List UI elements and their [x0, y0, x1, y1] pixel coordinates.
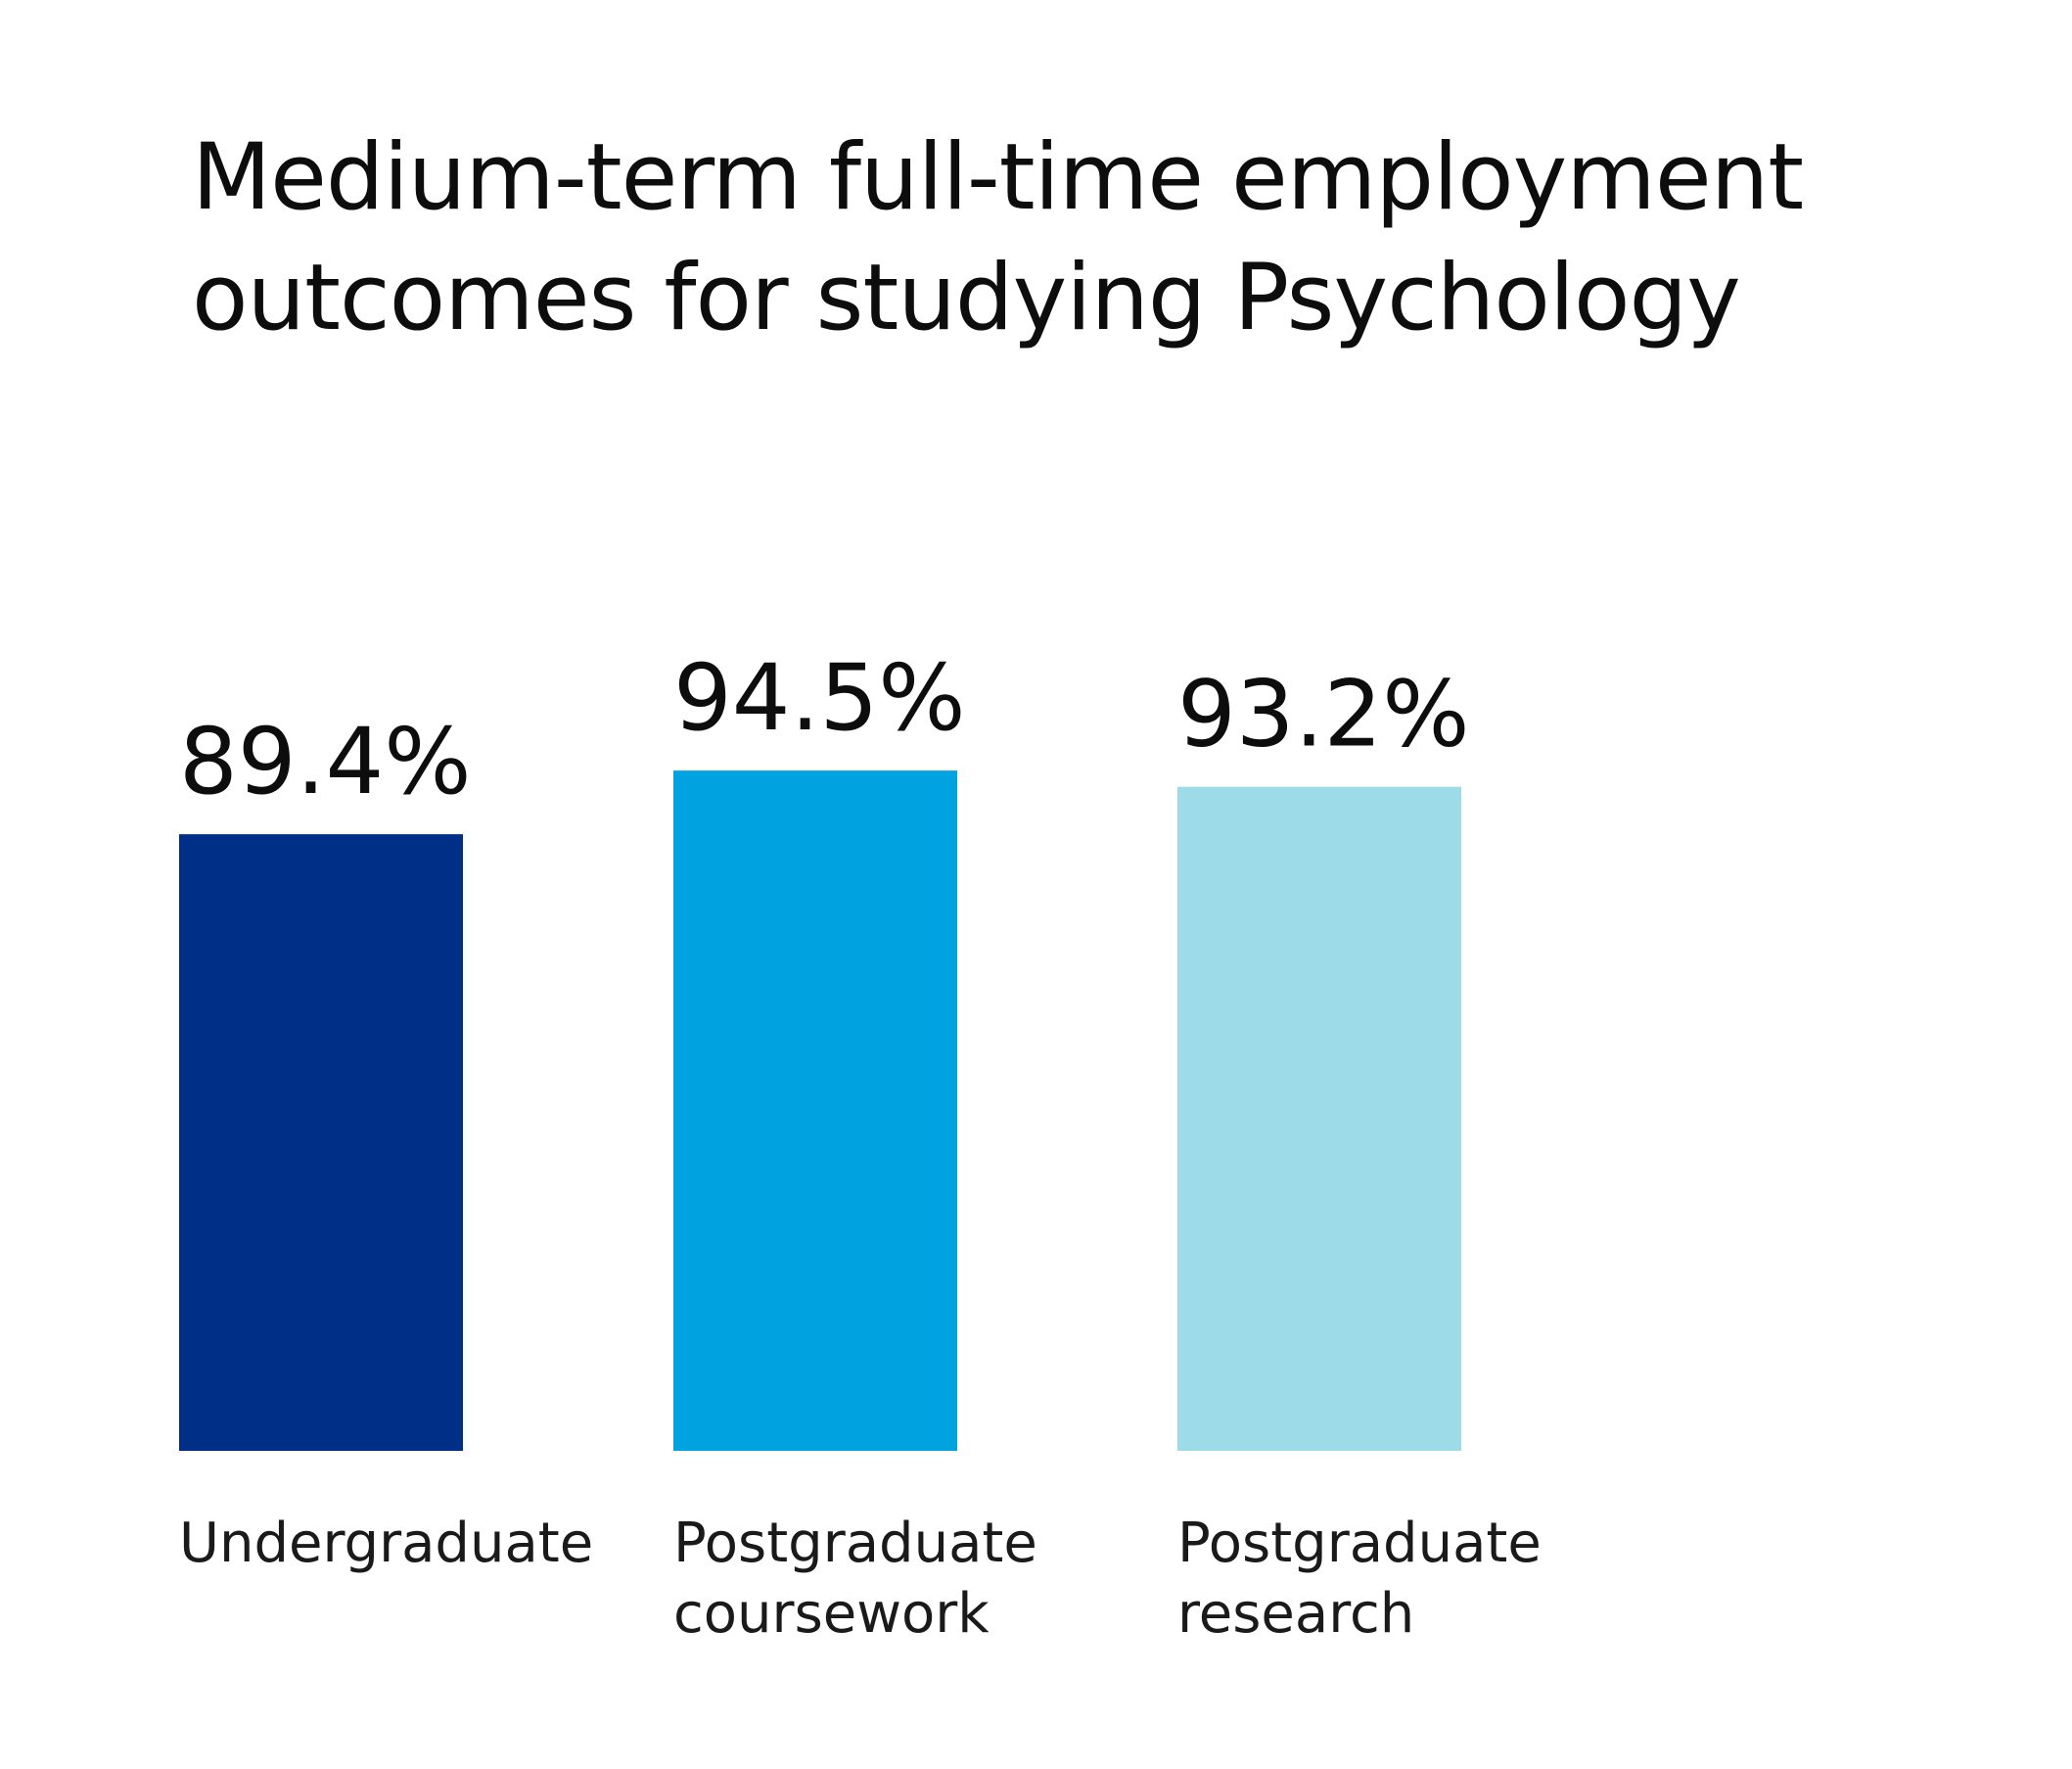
chart-title: Medium-term full-time employment outcome…: [192, 117, 1954, 358]
bar-2: [673, 770, 957, 1451]
category-label-3-line-2: research: [1177, 1582, 1414, 1646]
bar-3: [1177, 786, 1461, 1451]
bar-value-label-3: 93.2%: [1177, 662, 1470, 768]
category-label-1-line-1: Undergraduate: [179, 1512, 593, 1575]
chart-title-line-1: Medium-term full-time employment: [192, 124, 1804, 231]
bar-1: [179, 834, 463, 1451]
bar-value-label-1: 89.4%: [179, 709, 472, 815]
bar-value-label-2: 94.5%: [673, 645, 966, 752]
category-label-3-line-1: Postgraduate: [1177, 1512, 1542, 1575]
category-label-2-line-1: Postgraduate: [673, 1512, 1037, 1575]
category-label-2-line-2: coursework: [673, 1582, 990, 1646]
chart-title-line-2: outcomes for studying Psychology: [192, 245, 1741, 351]
